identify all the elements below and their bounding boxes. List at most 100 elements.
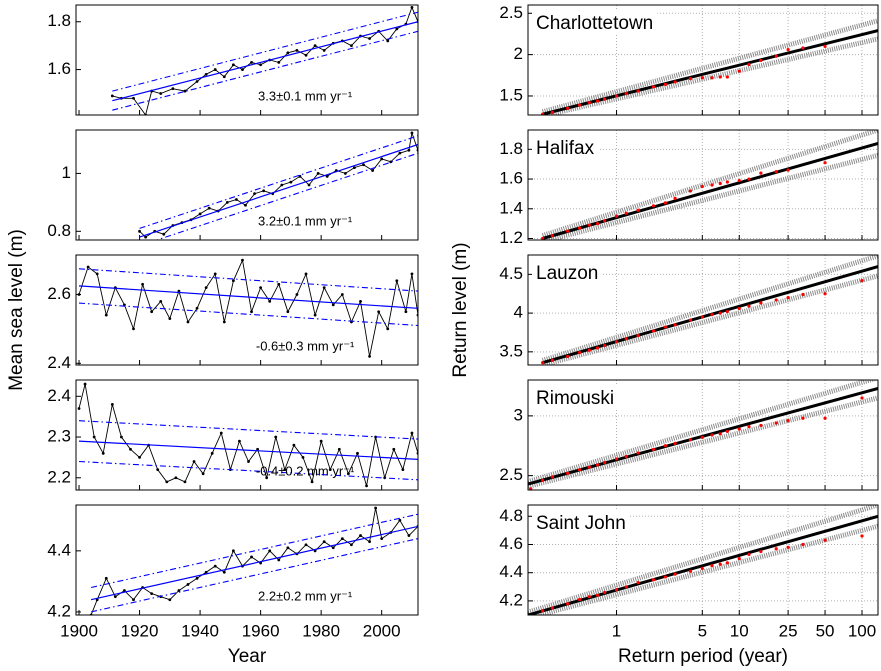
data-point <box>550 110 554 115</box>
series-line <box>90 513 418 589</box>
series-line <box>112 6 418 115</box>
data-point <box>541 609 545 613</box>
data-point <box>307 183 311 187</box>
data-point <box>198 212 202 216</box>
plot-area <box>76 5 418 115</box>
data-point <box>710 564 714 568</box>
data-point <box>673 441 677 445</box>
data-point <box>801 542 805 547</box>
data-point <box>566 354 570 359</box>
data-point <box>253 192 256 196</box>
plot-frame <box>75 4 419 116</box>
data-point <box>651 204 656 208</box>
data-point <box>286 310 290 314</box>
x-axis-label: Return period (year) <box>618 646 788 667</box>
series-line <box>78 460 418 481</box>
data-point <box>113 595 117 599</box>
data-point <box>183 89 187 93</box>
station-name: Rimouski <box>536 388 614 409</box>
data-point <box>614 214 619 218</box>
series-group <box>77 258 418 358</box>
data-point <box>259 286 263 290</box>
data-point <box>823 416 827 420</box>
station-name: Halifax <box>536 138 595 159</box>
data-point <box>322 540 326 544</box>
data-point <box>210 451 214 455</box>
data-point <box>83 382 87 386</box>
data-point <box>286 51 290 55</box>
series-group <box>89 506 418 615</box>
plot-frame <box>75 504 419 616</box>
series-group <box>110 5 418 115</box>
data-point <box>132 327 135 331</box>
data-point <box>244 203 247 207</box>
series-line <box>90 538 418 613</box>
data-point <box>700 566 704 571</box>
title-bg <box>532 11 658 35</box>
data-point <box>350 44 353 48</box>
data-point <box>614 588 619 592</box>
data-point <box>277 558 281 562</box>
data-point <box>786 419 790 423</box>
data-point <box>395 27 399 31</box>
data-point <box>77 407 81 410</box>
data-point <box>410 5 414 9</box>
data-point <box>577 597 582 602</box>
data-point <box>359 300 362 303</box>
data-point <box>231 549 235 553</box>
data-point <box>231 279 235 283</box>
data-point <box>132 598 135 602</box>
data-point <box>310 480 314 484</box>
data-point <box>195 80 199 83</box>
series-line <box>155 152 418 240</box>
data-point <box>688 77 693 81</box>
data-point <box>174 476 178 480</box>
x-tick-label: 1900 <box>60 621 98 640</box>
y-tick-label: 1.2 <box>499 228 523 247</box>
data-point <box>725 75 729 79</box>
plot-frame <box>527 504 879 616</box>
data-point <box>92 435 96 439</box>
data-point <box>651 85 656 89</box>
y-tick-label: 4 <box>514 303 523 322</box>
data-point <box>747 425 751 429</box>
data-point <box>774 547 778 551</box>
data-point <box>786 296 790 300</box>
data-point <box>222 570 226 574</box>
data-point <box>165 480 169 484</box>
data-point <box>407 148 411 152</box>
data-point <box>651 447 656 451</box>
data-point <box>104 313 108 317</box>
x-tick-label: 1980 <box>302 621 340 640</box>
data-point <box>747 177 751 181</box>
data-point <box>725 561 729 565</box>
data-point <box>673 323 677 327</box>
data-point <box>340 293 344 296</box>
y-axis-label: Mean sea level (m) <box>6 229 27 391</box>
y-tick-label: 3 <box>514 405 523 424</box>
data-point <box>104 576 108 580</box>
data-point <box>159 300 163 303</box>
data-point <box>737 427 741 431</box>
title-bg <box>532 261 603 285</box>
data-point <box>398 151 402 155</box>
data-point <box>362 163 365 167</box>
plot-area <box>76 130 418 240</box>
data-point <box>247 460 250 463</box>
data-point <box>663 575 667 579</box>
plot-area <box>76 380 418 490</box>
data-point <box>150 310 154 314</box>
data-point <box>404 310 408 314</box>
data-point <box>168 317 172 320</box>
series-line <box>528 514 878 615</box>
data-point <box>346 472 350 476</box>
y-tick-label: 1.4 <box>499 198 523 217</box>
data-point <box>747 304 751 308</box>
data-point <box>624 454 628 459</box>
data-point <box>195 576 199 580</box>
data-point <box>241 68 244 71</box>
data-point <box>541 236 545 240</box>
data-point <box>213 272 217 276</box>
data-point <box>786 48 790 52</box>
